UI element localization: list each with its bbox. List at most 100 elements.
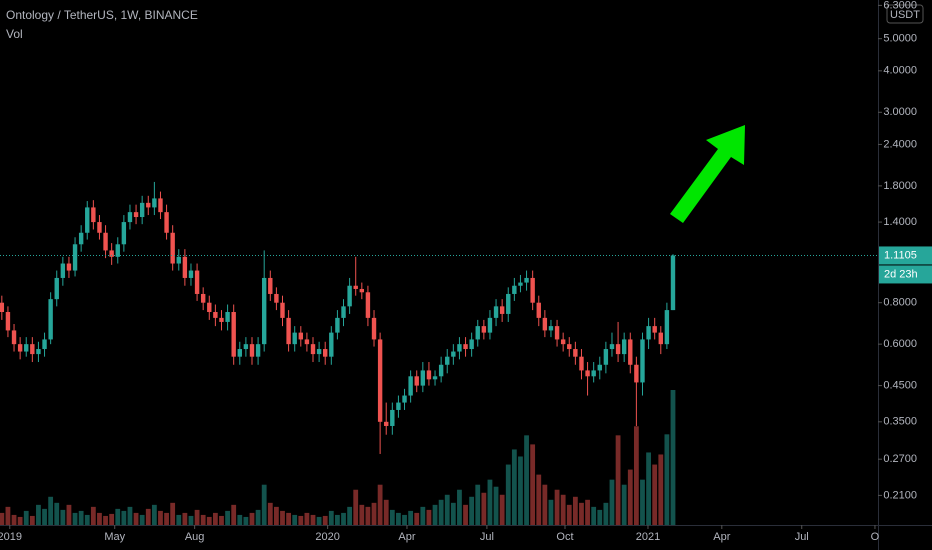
candle-body	[109, 250, 114, 257]
candle-body	[445, 356, 450, 365]
candle-body	[591, 370, 596, 377]
candle-body	[97, 222, 102, 233]
volume-bar	[579, 502, 584, 525]
candle-body	[127, 212, 133, 223]
candle-body	[475, 326, 480, 340]
volume-bar	[78, 510, 84, 525]
volume-bar	[97, 512, 102, 525]
currency-box	[886, 4, 924, 24]
candle-body	[335, 317, 340, 333]
volume-bar	[536, 474, 542, 525]
volume-bar	[389, 509, 395, 525]
volume-bar	[237, 514, 243, 525]
volume-bar	[585, 499, 590, 525]
volume-bar	[304, 512, 310, 525]
volume-bar	[420, 506, 426, 525]
volume-bar	[225, 510, 230, 525]
volume-bar	[402, 514, 407, 525]
candle-body	[487, 317, 493, 333]
candle-body	[390, 409, 395, 426]
volume-bar	[249, 512, 255, 525]
volume-bar	[347, 506, 353, 525]
volume-bar	[396, 512, 401, 525]
volume-bar	[243, 516, 249, 525]
volume-bar	[633, 426, 639, 525]
volume-bar	[487, 479, 493, 525]
candle-body	[536, 302, 541, 318]
candle-body	[609, 344, 615, 350]
candle-body	[573, 349, 578, 357]
candle-body	[24, 344, 29, 352]
volume-bar	[286, 512, 291, 525]
candle-body	[158, 198, 163, 213]
candle-body	[384, 421, 389, 426]
candle-body	[255, 344, 261, 357]
volume-bar	[499, 494, 505, 525]
volume-bar	[438, 499, 444, 525]
volume-bar	[457, 489, 462, 525]
volume-bar	[627, 469, 633, 525]
candle-body	[72, 244, 78, 271]
candle-body	[542, 317, 548, 331]
y-tick-label: 3.0000	[883, 106, 917, 118]
volume-bar	[133, 512, 139, 525]
candle-body	[347, 285, 352, 307]
candle-body	[621, 339, 627, 355]
y-tick-label: 0.3500	[883, 416, 917, 428]
volume-bar	[572, 496, 578, 525]
candle-body	[560, 339, 566, 345]
volume-bar	[365, 506, 371, 525]
volume-bar	[481, 492, 487, 525]
candle-body	[438, 364, 444, 377]
candle-body	[298, 332, 304, 340]
volume-bar	[524, 435, 529, 525]
candle-body	[554, 326, 560, 340]
candle-body	[91, 207, 96, 223]
y-tick-label: 1.8000	[883, 180, 917, 192]
last-price-box	[879, 246, 932, 265]
volume-bar	[84, 514, 90, 525]
volume-bar	[554, 489, 560, 525]
candle-body	[48, 299, 53, 340]
candle-body	[432, 376, 438, 380]
volume-bar	[408, 510, 414, 525]
candle-body	[249, 344, 255, 357]
candle-body	[408, 376, 413, 396]
volume-bar	[255, 509, 261, 525]
volume-bar	[530, 444, 536, 525]
volume-bar	[115, 508, 121, 525]
candle-body	[353, 285, 358, 289]
volume-bar	[511, 449, 517, 525]
candle-body	[17, 344, 23, 352]
x-tick-label: 2021	[636, 531, 660, 543]
volume-bar	[450, 502, 456, 525]
candle-body	[463, 344, 468, 350]
candle-body	[323, 349, 328, 357]
volume-bar	[609, 479, 615, 525]
x-tick-label: O	[871, 531, 880, 543]
candle-body	[646, 326, 651, 340]
x-tick-label: Oct	[556, 531, 573, 543]
candle-body	[670, 255, 676, 311]
x-tick-label: 2020	[315, 531, 339, 543]
candle-body	[304, 339, 310, 345]
candle-body	[280, 302, 285, 318]
plot	[0, 181, 676, 525]
volume-bar	[670, 390, 676, 525]
volume-bar	[127, 506, 133, 525]
volume-bar	[5, 506, 11, 525]
x-tick-label: Jul	[795, 531, 809, 543]
candle-body	[11, 330, 17, 345]
volume-bar	[664, 434, 670, 525]
volume-bar	[432, 504, 438, 525]
countdown-box	[879, 265, 932, 284]
candle-body	[121, 222, 127, 245]
volume-bar	[267, 502, 273, 525]
volume-bar	[164, 512, 169, 525]
volume-bar	[371, 502, 377, 525]
candle-body	[371, 317, 377, 340]
volume-bar	[548, 499, 554, 525]
candle-body	[30, 344, 35, 355]
candle-body	[402, 395, 407, 403]
volume-bar	[328, 510, 334, 525]
